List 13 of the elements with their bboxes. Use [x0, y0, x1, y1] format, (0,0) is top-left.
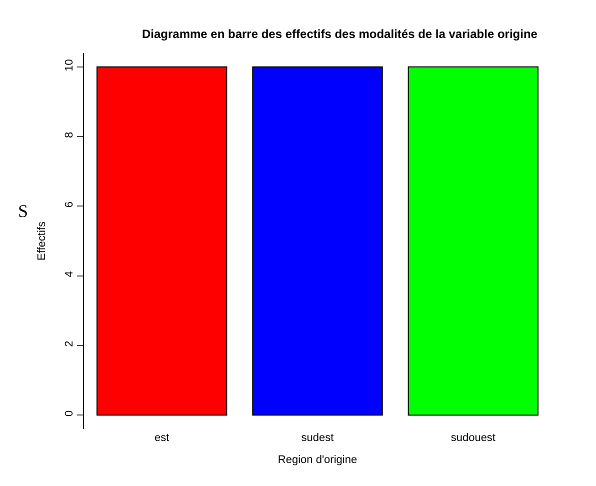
chart-title: Diagramme en barre des effectifs des modalités de la variable origine	[142, 27, 538, 42]
y-tick-label: 6	[64, 201, 76, 208]
text: S	[18, 201, 28, 221]
x-tick-label: sudest	[301, 432, 334, 444]
y-axis-title: Effectifs	[36, 221, 48, 260]
y-tick-label: 0	[64, 410, 76, 416]
y-tick-label: 8	[64, 132, 76, 138]
y-tick-label: 10	[64, 59, 76, 72]
y-tick-label: 4	[64, 271, 76, 278]
x-tick-label: est	[154, 432, 170, 444]
y-tick-label: 2	[64, 340, 76, 347]
x-tick-label: sudouest	[450, 432, 496, 444]
x-axis-title: Region d'origine	[278, 454, 358, 466]
